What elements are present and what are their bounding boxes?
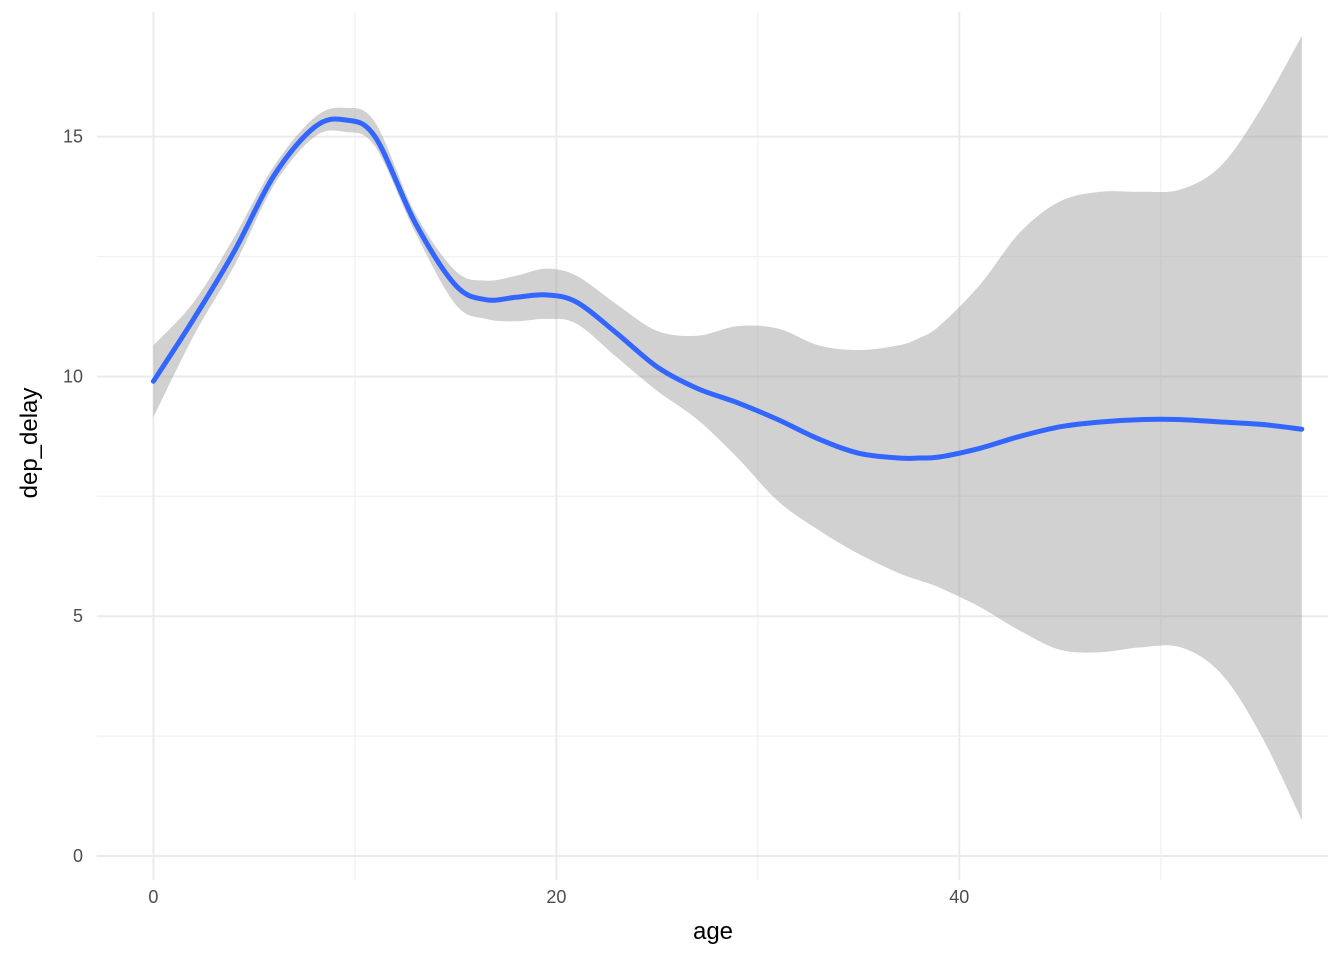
x-tick-label: 40 [949,887,969,907]
x-tick-label: 0 [148,887,158,907]
minor-gridlines [97,12,1328,880]
smooth-line [150,116,1305,461]
y-tick-label: 10 [63,366,83,386]
confidence-band [153,36,1302,821]
y-tick-label: 5 [73,606,83,626]
x-tick-labels: 0 20 40 [148,887,969,907]
y-tick-label: 0 [73,846,83,866]
y-axis-title: dep_delay [16,388,43,499]
y-tick-labels: 0 5 10 15 [63,127,83,866]
y-tick-label: 15 [63,127,83,147]
x-axis-title: age [693,918,733,945]
x-tick-label: 20 [546,887,566,907]
